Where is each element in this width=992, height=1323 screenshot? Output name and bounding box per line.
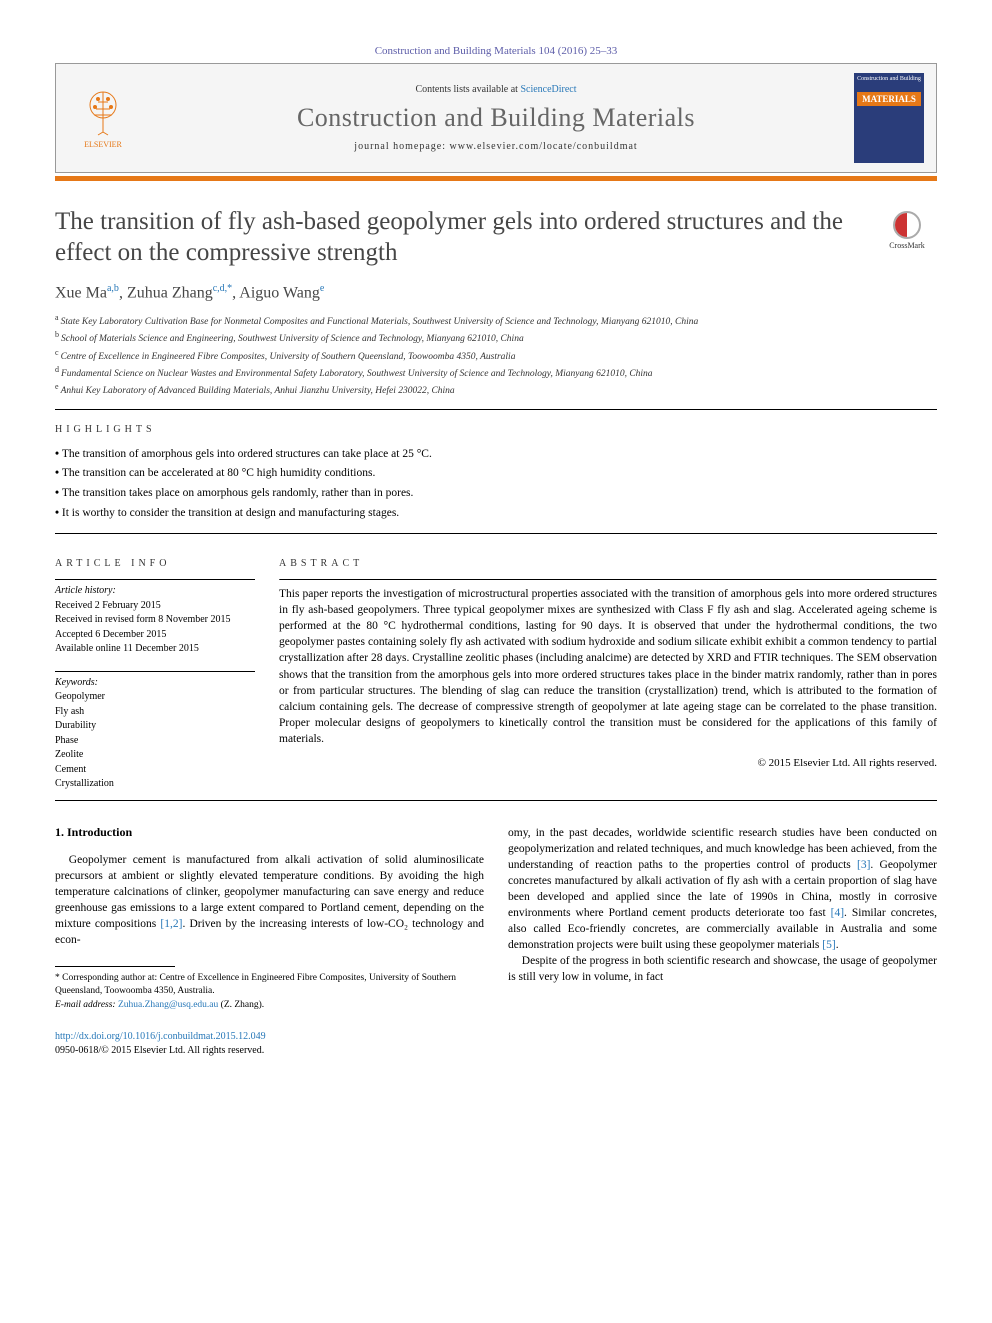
highlights-list: The transition of amorphous gels into or… <box>55 445 937 523</box>
affiliation-e: eAnhui Key Laboratory of Advanced Buildi… <box>55 381 937 398</box>
intro-heading: 1. Introduction <box>55 825 484 840</box>
homepage-prefix: journal homepage: <box>354 141 449 152</box>
abstract-heading: ABSTRACT <box>279 558 937 569</box>
crossmark-label: CrossMark <box>889 241 925 250</box>
inner-rule <box>55 671 255 672</box>
citation-link[interactable]: [1,2] <box>160 918 182 930</box>
issn-copyright: 0950-0618/© 2015 Elsevier Ltd. All right… <box>55 1044 484 1058</box>
highlight-item: The transition of amorphous gels into or… <box>55 445 937 465</box>
keywords-block: Keywords: Geopolymer Fly ash Durability … <box>55 676 255 792</box>
abstract-copyright: © 2015 Elsevier Ltd. All rights reserved… <box>279 757 937 769</box>
keyword: Phase <box>55 734 255 749</box>
sciencedirect-link[interactable]: ScienceDirect <box>520 84 576 95</box>
doi-block: http://dx.doi.org/10.1016/j.conbuildmat.… <box>55 1030 484 1058</box>
keyword: Crystallization <box>55 777 255 792</box>
history-line: Received in revised form 8 November 2015 <box>55 613 255 628</box>
abstract-text: This paper reports the investigation of … <box>279 586 937 747</box>
email-suffix: (Z. Zhang). <box>218 1000 264 1010</box>
history-line: Accepted 6 December 2015 <box>55 628 255 643</box>
orange-divider <box>55 176 937 181</box>
authors-line: Xue Maa,b, Zuhua Zhangc,d,*, Aiguo Wange <box>55 283 937 302</box>
doi-link[interactable]: http://dx.doi.org/10.1016/j.conbuildmat.… <box>55 1030 484 1044</box>
affiliations-block: aState Key Laboratory Cultivation Base f… <box>55 312 937 399</box>
keyword: Cement <box>55 763 255 778</box>
article-history: Article history: Received 2 February 201… <box>55 584 255 657</box>
citation-link[interactable]: [3] <box>857 859 870 871</box>
keyword: Durability <box>55 719 255 734</box>
inner-rule <box>55 579 255 580</box>
highlights-heading: HIGHLIGHTS <box>55 424 937 435</box>
contents-available: Contents lists available at ScienceDirec… <box>138 84 854 95</box>
corresponding-author-note: * Corresponding author at: Centre of Exc… <box>55 972 484 1012</box>
inner-rule <box>279 579 937 580</box>
affiliation-b: bSchool of Materials Science and Enginee… <box>55 329 937 346</box>
highlight-item: The transition takes place on amorphous … <box>55 484 937 504</box>
crossmark-icon <box>893 211 921 239</box>
history-line: Received 2 February 2015 <box>55 599 255 614</box>
publisher-logo: ELSEVIER <box>68 87 138 149</box>
keywords-head: Keywords: <box>55 676 255 691</box>
history-line: Available online 11 December 2015 <box>55 642 255 657</box>
publisher-label: ELSEVIER <box>68 140 138 149</box>
article-info-heading: ARTICLE INFO <box>55 558 255 569</box>
section-rule <box>55 533 937 534</box>
citation-link[interactable]: [4] <box>831 907 844 919</box>
keyword: Geopolymer <box>55 690 255 705</box>
highlight-item: It is worthy to consider the transition … <box>55 504 937 524</box>
cover-top-text: Construction and Building <box>857 76 921 82</box>
journal-header: ELSEVIER Contents lists available at Sci… <box>55 63 937 173</box>
highlight-item: The transition can be accelerated at 80 … <box>55 464 937 484</box>
para-text: . <box>836 939 839 951</box>
citation-link[interactable]: [5] <box>822 939 835 951</box>
affiliation-a: aState Key Laboratory Cultivation Base f… <box>55 312 937 329</box>
intro-paragraph: Geopolymer cement is manufactured from a… <box>55 852 484 949</box>
history-head: Article history: <box>55 584 255 599</box>
journal-reference: Construction and Building Materials 104 … <box>55 45 937 57</box>
affiliation-d: dFundamental Science on Nuclear Wastes a… <box>55 364 937 381</box>
journal-name: Construction and Building Materials <box>138 103 854 133</box>
journal-cover-thumb: Construction and Building MATERIALS <box>854 73 924 163</box>
email-link[interactable]: Zuhua.Zhang@usq.edu.au <box>118 1000 218 1010</box>
corr-author-text: * Corresponding author at: Centre of Exc… <box>55 972 484 999</box>
affiliation-c: cCentre of Excellence in Engineered Fibr… <box>55 347 937 364</box>
elsevier-tree-icon <box>78 87 128 137</box>
section-rule <box>55 409 937 410</box>
intro-paragraph-2: Despite of the progress in both scientif… <box>508 953 937 985</box>
email-line: E-mail address: Zuhua.Zhang@usq.edu.au (… <box>55 999 484 1012</box>
crossmark-badge[interactable]: CrossMark <box>877 211 937 250</box>
full-width-rule <box>55 800 937 801</box>
keyword: Zeolite <box>55 748 255 763</box>
keyword: Fly ash <box>55 705 255 720</box>
homepage-url[interactable]: www.elsevier.com/locate/conbuildmat <box>450 141 638 152</box>
article-title: The transition of fly ash-based geopolym… <box>55 206 857 269</box>
intro-paragraph-cont: omy, in the past decades, worldwide scie… <box>508 825 937 954</box>
journal-homepage: journal homepage: www.elsevier.com/locat… <box>138 141 854 152</box>
cover-materials-text: MATERIALS <box>857 92 921 106</box>
contents-prefix: Contents lists available at <box>415 84 520 95</box>
email-label: E-mail address: <box>55 1000 118 1010</box>
footnote-separator <box>55 966 175 967</box>
